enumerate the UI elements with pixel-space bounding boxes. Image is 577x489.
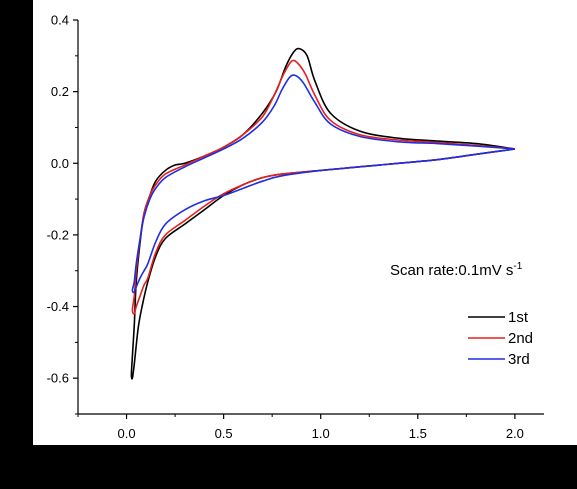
y-tick-layer: -0.6 -0.4 -0.2 0.0 0.2 0.4 [47,13,78,415]
legend-label-2nd: 2nd [508,330,533,347]
y-tick-label: 0.4 [51,13,69,28]
x-tick-label: 1.5 [409,426,427,441]
y-tick-label: 0.0 [51,156,69,171]
scan-rate-superscript: -1 [513,261,522,272]
x-tick-label: 0.5 [215,426,233,441]
legend: 1st 2nd 3rd [468,309,533,368]
y-tick-label: -0.6 [47,371,69,386]
x-tick-layer: 0.0 0.5 1.0 1.5 2.0 [77,414,524,441]
scan-rate-text: Scan rate:0.1mV s [390,262,513,279]
legend-label-3rd: 3rd [508,351,530,368]
y-tick-label: -0.2 [47,227,69,242]
x-tick-label: 2.0 [506,426,524,441]
plot-background [33,0,577,445]
curve-layer [130,47,515,380]
y-tick-label: -0.4 [47,299,69,314]
x-tick-label: 1.0 [312,426,330,441]
legend-label-1st: 1st [508,309,529,326]
scan-rate-annotation: Scan rate:0.1mV s-1 [390,261,523,279]
y-tick-label: 0.2 [51,84,69,99]
x-tick-label: 0.0 [118,426,136,441]
series-3rd-line [131,74,515,294]
